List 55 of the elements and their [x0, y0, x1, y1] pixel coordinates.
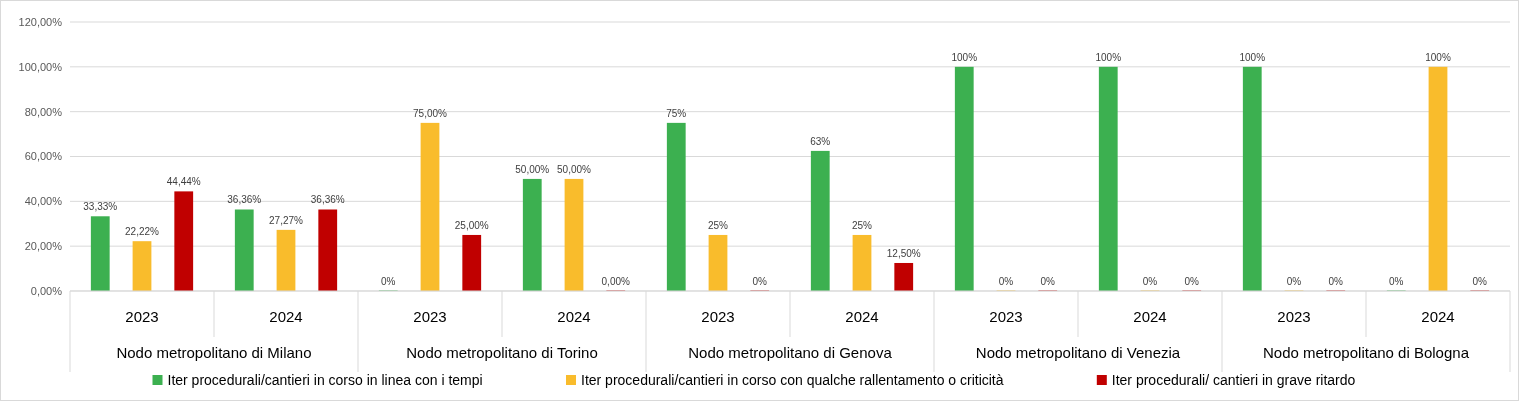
x-tick-label: 2024	[845, 308, 879, 325]
data-label: 33,33%	[83, 201, 118, 213]
text: Nodo metropolitano di Torino	[406, 344, 598, 361]
y-tick-label: 80,00%	[24, 105, 63, 118]
x-tick-label: 2023	[701, 308, 735, 325]
data-label: 25%	[851, 219, 873, 231]
data-label: 0%	[752, 276, 768, 287]
y-tick-label: 60,00%	[24, 150, 63, 163]
y-tick-label: 0,00%	[30, 284, 63, 297]
data-label: 50,00%	[515, 163, 550, 175]
x-tick-label: 2023	[413, 308, 447, 325]
data-label: 100%	[951, 51, 978, 63]
x-tick-label: 2023	[1277, 308, 1311, 325]
data-label: 27,27%	[269, 214, 304, 226]
legend-label: Iter procedurali/cantieri in corso con qualche rallentamento o criticità	[581, 372, 1004, 388]
x-tick-label: 2024	[557, 308, 591, 325]
data-label: 0%	[1389, 276, 1404, 287]
y-tick-label: 120,00%	[18, 15, 63, 28]
data-label: 36,36%	[310, 194, 345, 206]
legend-label: Iter procedurali/cantieri in corso in linea con i tempi	[167, 372, 483, 388]
data-label: 12,50%	[886, 247, 921, 259]
y-tick-label: 20,00%	[24, 240, 63, 253]
data-label: 0%	[1040, 276, 1056, 287]
x-tick-label: 2024	[1421, 308, 1455, 325]
data-label: 0%	[1184, 276, 1200, 287]
data-label: 44,44%	[166, 176, 201, 188]
y-tick-label: 40,00%	[24, 195, 63, 208]
data-label: 75%	[666, 107, 687, 119]
text: Nodo metropolitano di Genova	[688, 344, 893, 361]
data-label: 0%	[1472, 276, 1488, 287]
data-label: 25%	[707, 219, 729, 231]
data-label: 36,36%	[227, 194, 262, 206]
text: Nodo metropolitano di Venezia	[975, 344, 1181, 361]
y-tick-label: 100,00%	[18, 60, 63, 73]
data-label: 0,00%	[601, 276, 631, 287]
data-label: 25,00%	[454, 219, 489, 231]
data-label: 75,00%	[413, 107, 448, 119]
data-label: 100%	[1095, 51, 1122, 63]
data-label: 100%	[1239, 51, 1266, 63]
x-tick-label: 2023	[125, 308, 159, 325]
data-label: 22,22%	[125, 226, 160, 238]
legend-label: Iter procedurali/ cantieri in grave ritardo	[1111, 372, 1356, 388]
x-tick-label: 2024	[1133, 308, 1167, 325]
data-label: 0%	[1142, 276, 1158, 287]
data-label: 100%	[1425, 51, 1451, 63]
data-label: 0%	[1286, 276, 1302, 287]
data-label: 0%	[998, 276, 1014, 287]
data-label: 50,00%	[557, 163, 592, 175]
data-label: 0%	[381, 276, 396, 287]
x-tick-label: 2024	[269, 308, 303, 325]
text: Nodo metropolitano di Milano	[116, 344, 312, 361]
text: Nodo metropolitano di Bologna	[1263, 344, 1470, 361]
data-label: 0%	[1328, 276, 1344, 287]
data-label: 63%	[810, 135, 831, 147]
x-tick-label: 2023	[989, 308, 1023, 325]
